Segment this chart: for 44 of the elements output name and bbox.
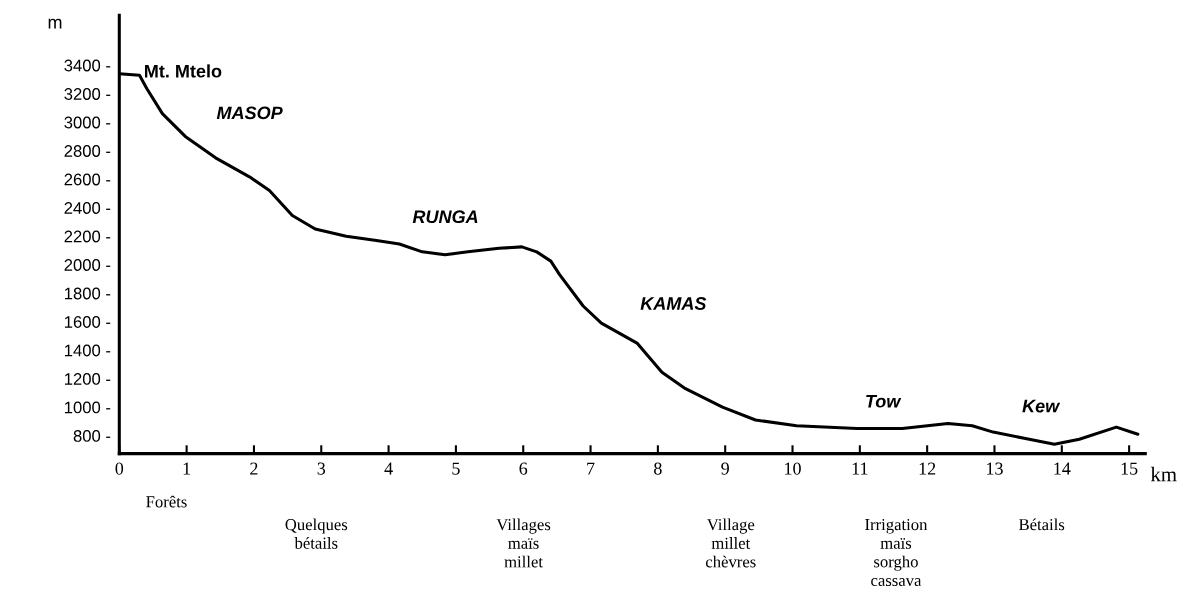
text: Quelques bétails: [285, 518, 348, 549]
y-tick-label: 1800 -: [64, 287, 111, 300]
x-tick-label: 3: [317, 462, 326, 475]
x-tick-label: 2: [250, 462, 258, 475]
text: Irrigation maïs sorgho cassava: [865, 518, 928, 587]
x-tick-label: 5: [452, 462, 460, 475]
x-axis-title: km: [1150, 466, 1177, 482]
y-tick-label: 1000 -: [64, 401, 111, 414]
y-tick-label: 2600 -: [64, 173, 111, 186]
x-tick-label: 10: [785, 462, 801, 475]
x-tick-label: 8: [654, 462, 662, 475]
annotation: RUNGA: [412, 210, 478, 224]
x-tick-label: 6: [519, 462, 528, 475]
y-tick-label: 1600 -: [64, 316, 111, 328]
x-tick-label: 13: [987, 462, 1003, 475]
text: Bétails: [1018, 518, 1065, 531]
x-tick-label: 11: [852, 462, 868, 475]
annotation: KAMAS: [640, 297, 707, 310]
text: Villages maïs millet: [496, 518, 551, 568]
annotation: Mt. Mtelo: [145, 64, 222, 78]
x-tick-label: 1: [183, 462, 191, 475]
y-tick-label: 2200 -: [64, 230, 111, 243]
y-tick-label: 3400 -: [64, 59, 111, 72]
annotation: Kew: [1022, 399, 1061, 413]
x-tick-label: 14: [1054, 462, 1071, 475]
x-tick-label: 15: [1121, 462, 1138, 475]
y-tick-label: 3200 -: [64, 88, 111, 100]
y-tick-label: 1200 -: [64, 373, 111, 385]
y-tick-label: 1400 -: [64, 344, 111, 357]
annotation: Tow: [866, 395, 902, 408]
x-tick-label: 0: [115, 462, 124, 475]
x-tick-label: 9: [721, 462, 729, 475]
y-tick-label: 2000 -: [64, 259, 111, 271]
text: Forêts: [146, 495, 187, 508]
y-tick-label: 2800 -: [64, 145, 111, 157]
x-tick-label: 4: [384, 462, 393, 475]
y-tick-label: 800 -: [73, 430, 111, 442]
y-tick-label: 2400 -: [64, 202, 111, 214]
x-tick-label: 12: [919, 462, 936, 475]
y-axis-title: m: [48, 18, 62, 29]
y-tick-label: 3000 -: [64, 116, 111, 129]
x-tick-label: 7: [587, 462, 595, 475]
text: Village millet chèvres: [705, 518, 756, 568]
annotation: MASOP: [216, 106, 283, 120]
